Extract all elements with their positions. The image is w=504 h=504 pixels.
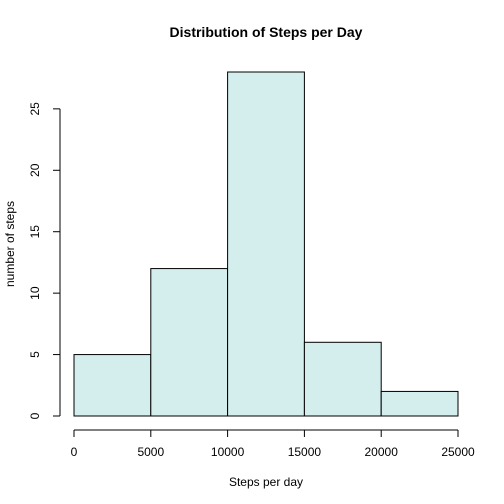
x-tick-label: 25000 — [441, 445, 475, 459]
x-tick-label: 0 — [71, 445, 78, 459]
y-tick-label: 15 — [28, 225, 42, 239]
x-tick-label: 20000 — [365, 445, 399, 459]
histogram-bar-0 — [73, 354, 152, 417]
y-axis: 0 5 10 15 20 25 — [28, 102, 61, 419]
y-tick-label: 5 — [28, 351, 42, 358]
histogram-bar-4 — [380, 390, 459, 417]
bars-group — [73, 71, 459, 417]
y-tick-label: 25 — [28, 102, 42, 116]
histogram-bar-1 — [150, 268, 229, 417]
y-tick-label: 10 — [28, 286, 42, 300]
chart-title: Distribution of Steps per Day — [170, 24, 363, 40]
histogram-bar-3 — [303, 341, 382, 417]
x-tick-label: 5000 — [137, 445, 164, 459]
y-tick-label: 0 — [28, 412, 42, 419]
y-axis-label: number of steps — [3, 201, 17, 287]
y-tick-label: 20 — [28, 163, 42, 177]
x-axis: 0 5000 10000 15000 20000 25000 — [71, 429, 475, 459]
histogram-bar-2 — [227, 71, 305, 417]
x-tick-label: 10000 — [211, 445, 245, 459]
x-tick-label: 15000 — [288, 445, 322, 459]
x-axis-label: Steps per day — [229, 475, 303, 489]
